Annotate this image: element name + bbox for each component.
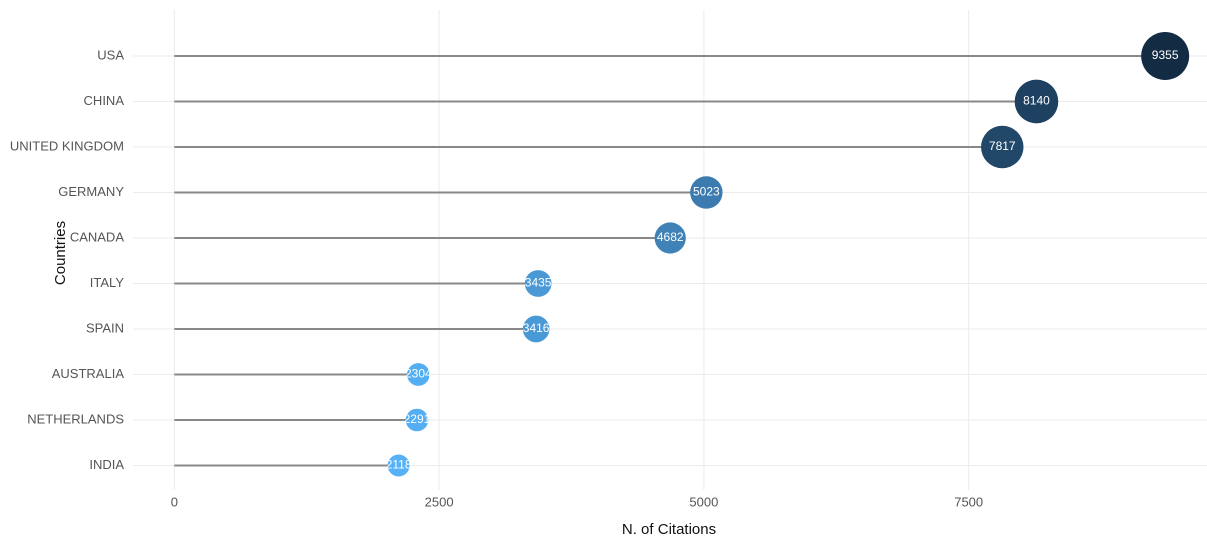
point	[405, 408, 429, 432]
point-label: 2304	[405, 367, 432, 381]
point-label: 3435	[525, 276, 552, 290]
point-label: 9355	[1152, 48, 1179, 62]
y-tick-label: SPAIN	[86, 320, 124, 335]
x-tick-label: 2500	[425, 494, 454, 509]
y-tick-label: USA	[97, 47, 124, 62]
y-tick-label: NETHERLANDS	[27, 411, 124, 426]
y-tick-label: ITALY	[90, 275, 125, 290]
y-tick-label: AUSTRALIA	[52, 366, 125, 381]
y-tick-label: CANADA	[70, 229, 125, 244]
point	[524, 270, 552, 297]
y-axis-title: Countries	[52, 221, 69, 285]
point-label: 2291	[404, 412, 431, 426]
y-tick-label: INDIA	[89, 457, 124, 472]
x-tick-label: 0	[171, 494, 178, 509]
x-axis-title: N. of Citations	[622, 521, 716, 538]
point	[981, 125, 1024, 169]
point	[654, 222, 686, 254]
point	[1141, 32, 1190, 80]
point-label: 3416	[523, 321, 550, 335]
point-label: 5023	[693, 185, 720, 199]
point-label: 2118	[386, 458, 412, 472]
x-tick-label: 5000	[689, 494, 718, 509]
point	[522, 315, 550, 343]
point-label: 4682	[657, 230, 684, 244]
y-tick-label: UNITED KINGDOM	[10, 138, 124, 153]
point	[387, 454, 410, 477]
point-label: 7817	[989, 139, 1016, 153]
y-tick-label: GERMANY	[58, 184, 124, 199]
point	[407, 363, 430, 386]
point	[690, 176, 723, 209]
point-label: 8140	[1023, 94, 1050, 108]
y-tick-label: CHINA	[84, 93, 125, 108]
x-tick-label: 7500	[954, 494, 983, 509]
point	[1014, 79, 1059, 124]
